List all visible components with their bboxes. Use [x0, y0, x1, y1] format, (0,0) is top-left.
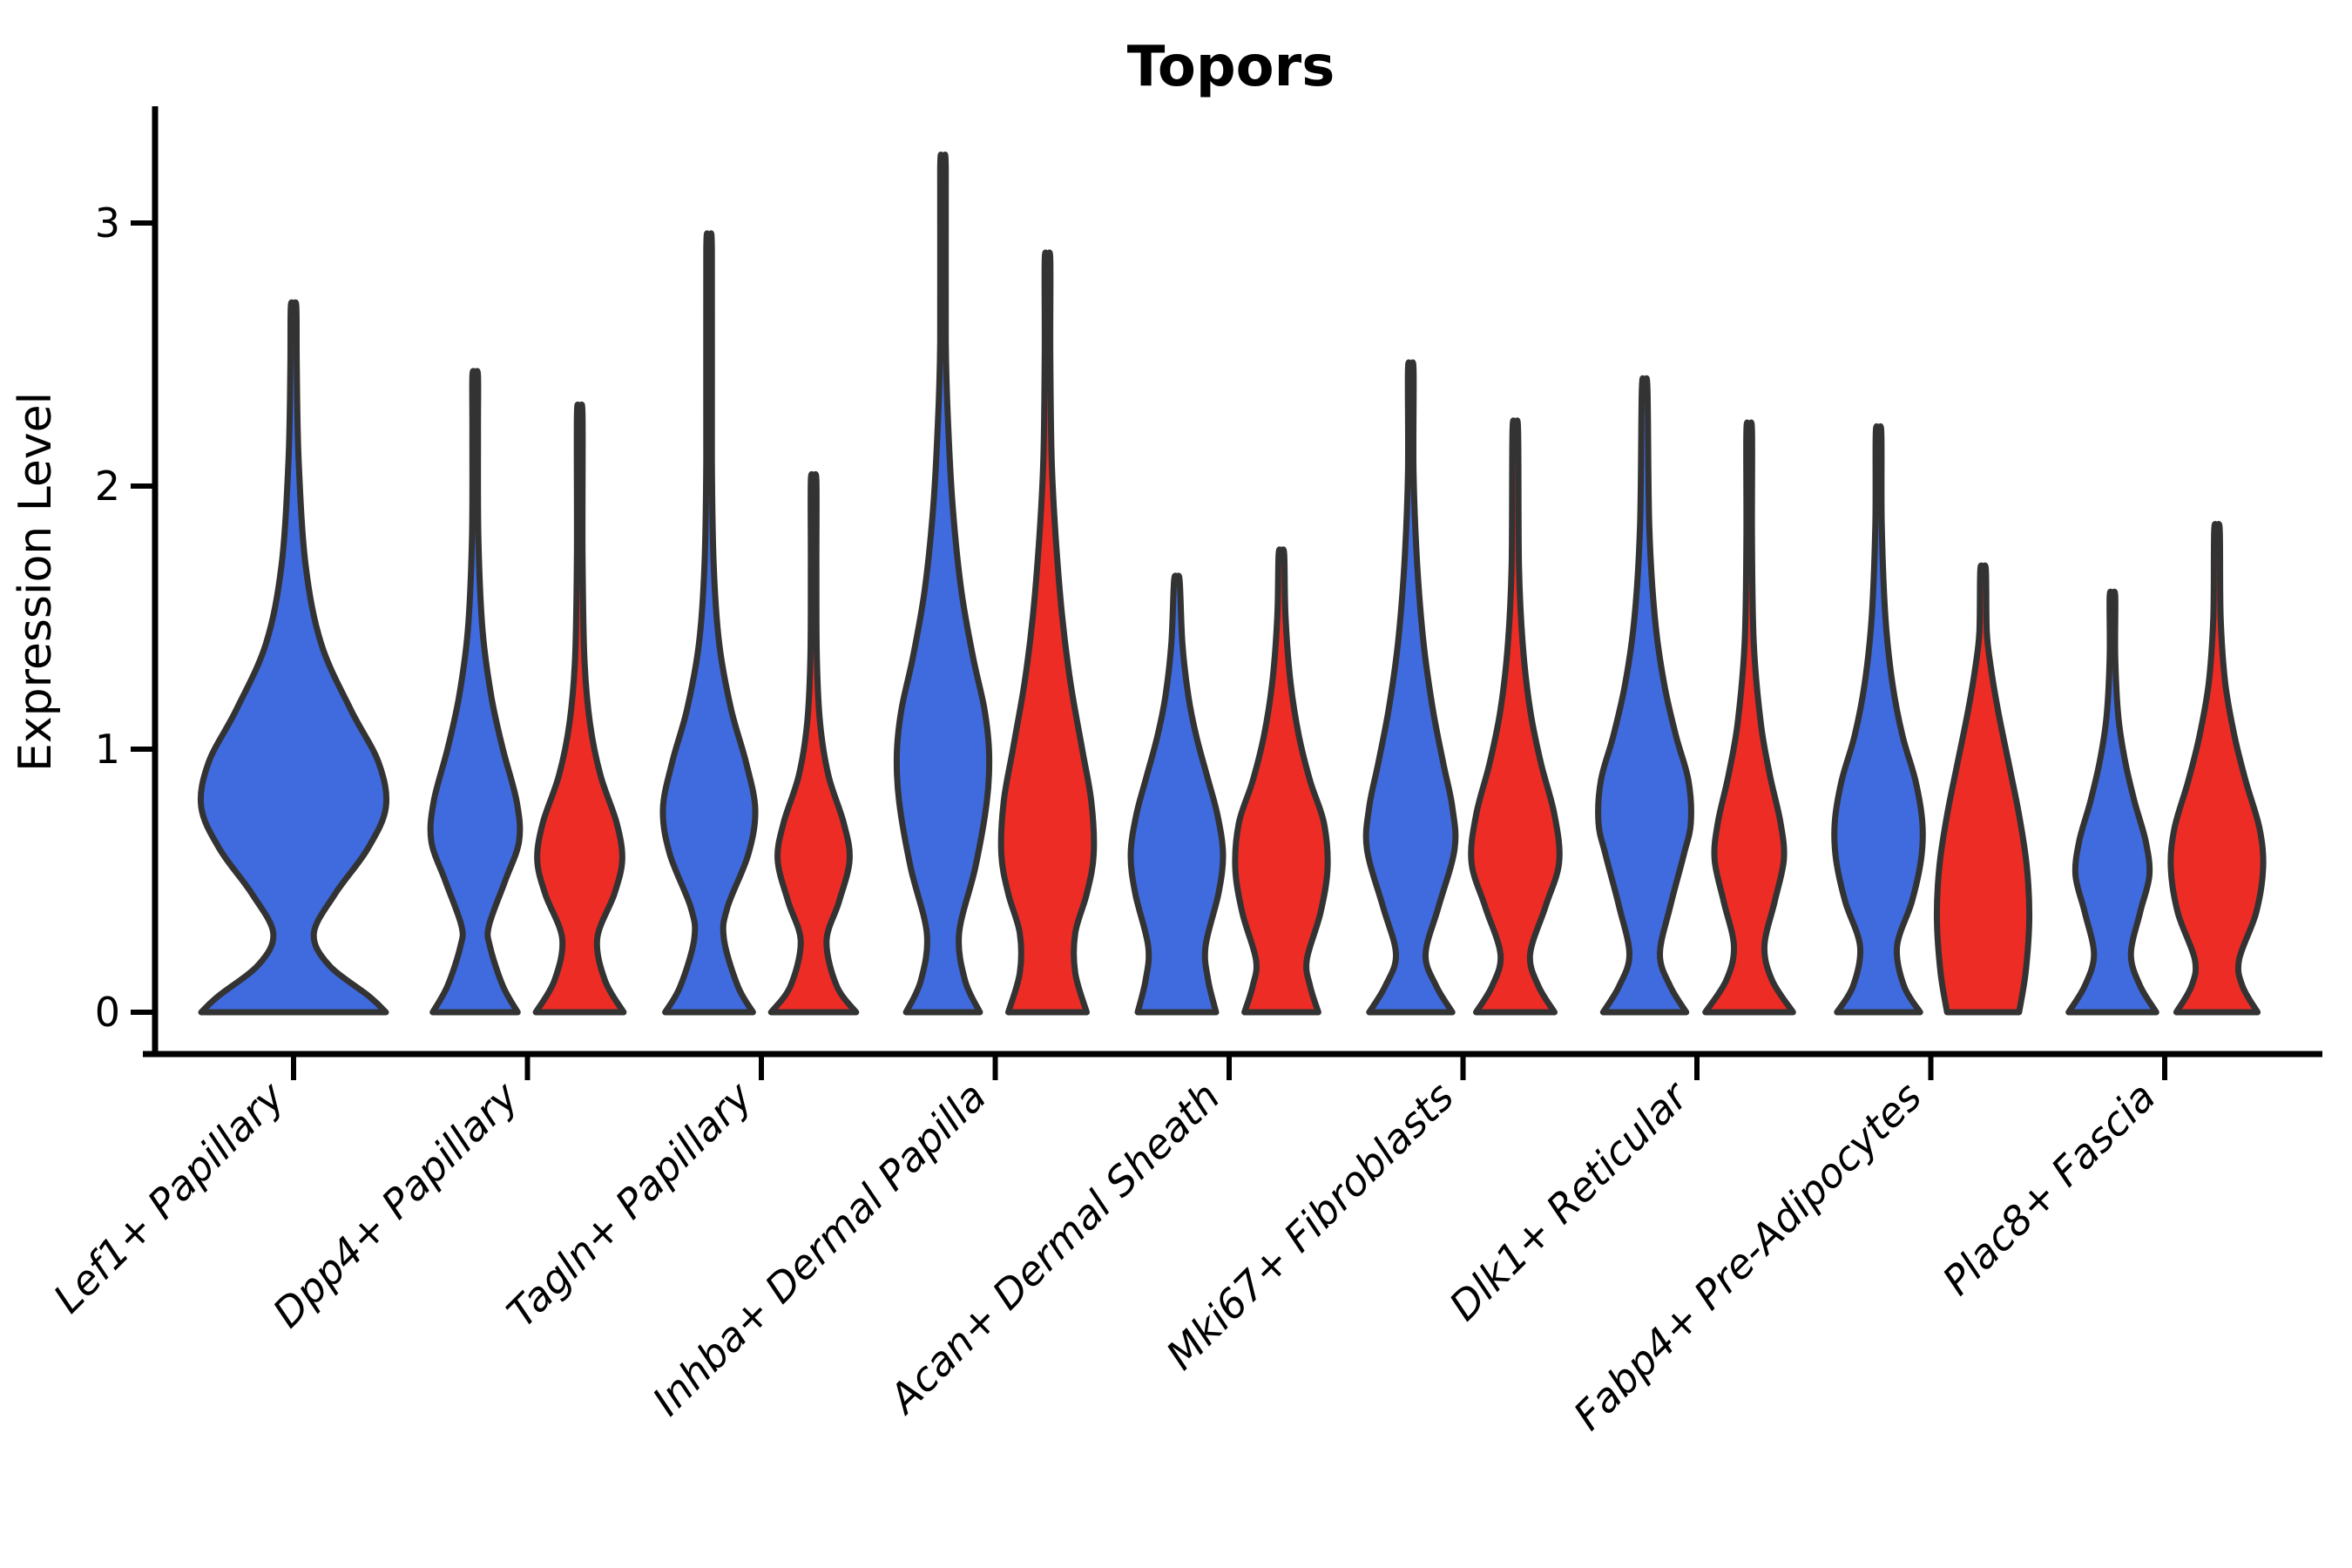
y-tick-label: 1 [95, 726, 120, 773]
violin-red [1468, 417, 1563, 1016]
violin-red [1702, 419, 1796, 1016]
violin-blue [197, 299, 390, 1016]
violin-red [767, 471, 860, 1016]
violins-layer [197, 151, 2267, 1016]
violin-blue [1595, 375, 1694, 1016]
violin-red [997, 249, 1098, 1016]
chart-title: Topors [1127, 35, 1335, 99]
y-axis-label: Expression Level [10, 392, 62, 772]
violin-blue [1831, 422, 1926, 1016]
violin-blue [659, 230, 759, 1016]
y-axis-ticks: 0 1 2 3 [95, 199, 155, 1036]
violin-blue [893, 151, 993, 1016]
violin-red [532, 402, 627, 1016]
violin-blue [2065, 588, 2159, 1016]
violin-blue [1127, 572, 1227, 1016]
y-tick-label: 3 [95, 199, 120, 247]
y-tick-label: 0 [95, 989, 120, 1036]
violin-blue [1362, 359, 1459, 1016]
x-tick-label: Tagln+ Papillary [497, 1072, 761, 1336]
x-tick-label: Dpp4+ Papillary [264, 1072, 528, 1336]
x-tick-label: Lef1+ Papillary [44, 1072, 294, 1321]
violin-red [2167, 521, 2267, 1016]
violin-blue [427, 368, 524, 1016]
violin-red [1232, 546, 1331, 1016]
violin-red [1933, 562, 2033, 1016]
x-tick-label: Dlk1+ Reticular [1440, 1071, 1699, 1329]
y-tick-label: 2 [95, 463, 120, 510]
x-tick-label: Plac8+ Fascia [1933, 1073, 2164, 1304]
